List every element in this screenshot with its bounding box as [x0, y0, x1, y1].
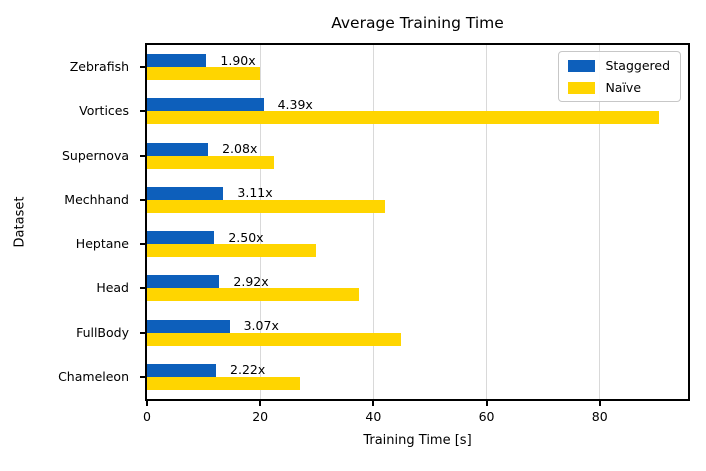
gridline-x-40: [372, 45, 374, 399]
y-tick-mark: [140, 331, 145, 334]
y-tick-label-vortices: Vortices: [79, 103, 129, 119]
x-tick-mark-40: [372, 401, 375, 406]
bar-naive-vortices: [147, 111, 660, 125]
y-tick-mark: [140, 243, 145, 246]
y-tick-label-mechhand: Mechhand: [64, 191, 129, 207]
x-tick-mark-20: [259, 401, 262, 406]
y-tick-label-heptane: Heptane: [75, 236, 129, 252]
x-tick-mark-0: [146, 401, 148, 406]
legend-label: Naïve: [605, 80, 642, 95]
legend-item-staggered: Staggered: [568, 58, 670, 73]
y-tick-label-fullbody: FullBody: [76, 324, 129, 340]
bar-staggered-mechhand: [147, 186, 224, 200]
speedup-annotation-heptane: 2.50x: [228, 229, 264, 245]
legend-item-naive: Naïve: [568, 80, 670, 95]
bar-staggered-head: [147, 275, 220, 289]
y-tick-mark: [140, 154, 145, 157]
y-tick-mark: [140, 110, 145, 113]
y-tick-mark: [140, 375, 145, 378]
chart-title: Average Training Time: [331, 14, 504, 32]
y-tick-labels: Zebrafish Vortices Supernova Mechhand Heptan…: [0, 45, 137, 399]
bar-naive-mechhand: [147, 199, 385, 213]
x-tick-mark-80: [598, 401, 601, 406]
bar-naive-zebrafish: [147, 67, 261, 81]
bar-naive-supernova: [147, 155, 275, 169]
y-tick-label-zebrafish: Zebrafish: [69, 59, 129, 75]
x-tick-label-80: 80: [591, 409, 608, 424]
bar-naive-heptane: [147, 244, 316, 258]
x-tick-label-20: 20: [252, 409, 269, 424]
bar-staggered-heptane: [147, 231, 215, 245]
speedup-annotation-chameleon: 2.22x: [230, 362, 266, 378]
bar-staggered-zebrafish: [147, 54, 207, 68]
bar-naive-head: [147, 288, 359, 302]
speedup-annotation-fullbody: 3.07x: [243, 318, 279, 334]
speedup-annotation-zebrafish: 1.90x: [220, 52, 256, 68]
y-tick-mark: [140, 287, 145, 290]
y-tick-label-head: Head: [96, 280, 129, 296]
bar-staggered-chameleon: [147, 363, 217, 377]
speedup-annotation-vortices: 4.39x: [277, 96, 313, 112]
y-tick-label-supernova: Supernova: [61, 147, 129, 163]
staggered-swatch: [568, 59, 596, 72]
x-tick-label-60: 60: [478, 409, 495, 424]
x-tick-label-0: 0: [143, 409, 151, 424]
gridline-x-20: [259, 45, 261, 399]
speedup-annotation-supernova: 2.08x: [222, 141, 258, 157]
y-tick-mark: [140, 66, 145, 69]
speedup-annotation-head: 2.92x: [233, 273, 269, 289]
legend: Staggered Naïve: [558, 51, 681, 102]
legend-label: Staggered: [605, 58, 670, 73]
bar-staggered-vortices: [147, 98, 264, 112]
gridline-x-80: [599, 45, 601, 399]
bar-staggered-supernova: [147, 142, 209, 156]
bar-naive-chameleon: [147, 376, 301, 390]
plot-area: Staggered Naïve 1.90x 4.39x 2.08x 3.11x 2.50…: [145, 43, 690, 401]
bar-naive-fullbody: [147, 332, 401, 346]
y-tick-mark: [140, 198, 145, 201]
x-tick-mark-60: [485, 401, 488, 406]
x-axis-label: Training Time [s]: [363, 433, 472, 448]
naive-swatch: [568, 81, 596, 94]
bar-staggered-fullbody: [147, 319, 230, 333]
y-tick-label-chameleon: Chameleon: [58, 368, 129, 384]
x-tick-label-40: 40: [365, 409, 382, 424]
gridline-x-60: [486, 45, 488, 399]
speedup-annotation-mechhand: 3.11x: [237, 185, 273, 201]
